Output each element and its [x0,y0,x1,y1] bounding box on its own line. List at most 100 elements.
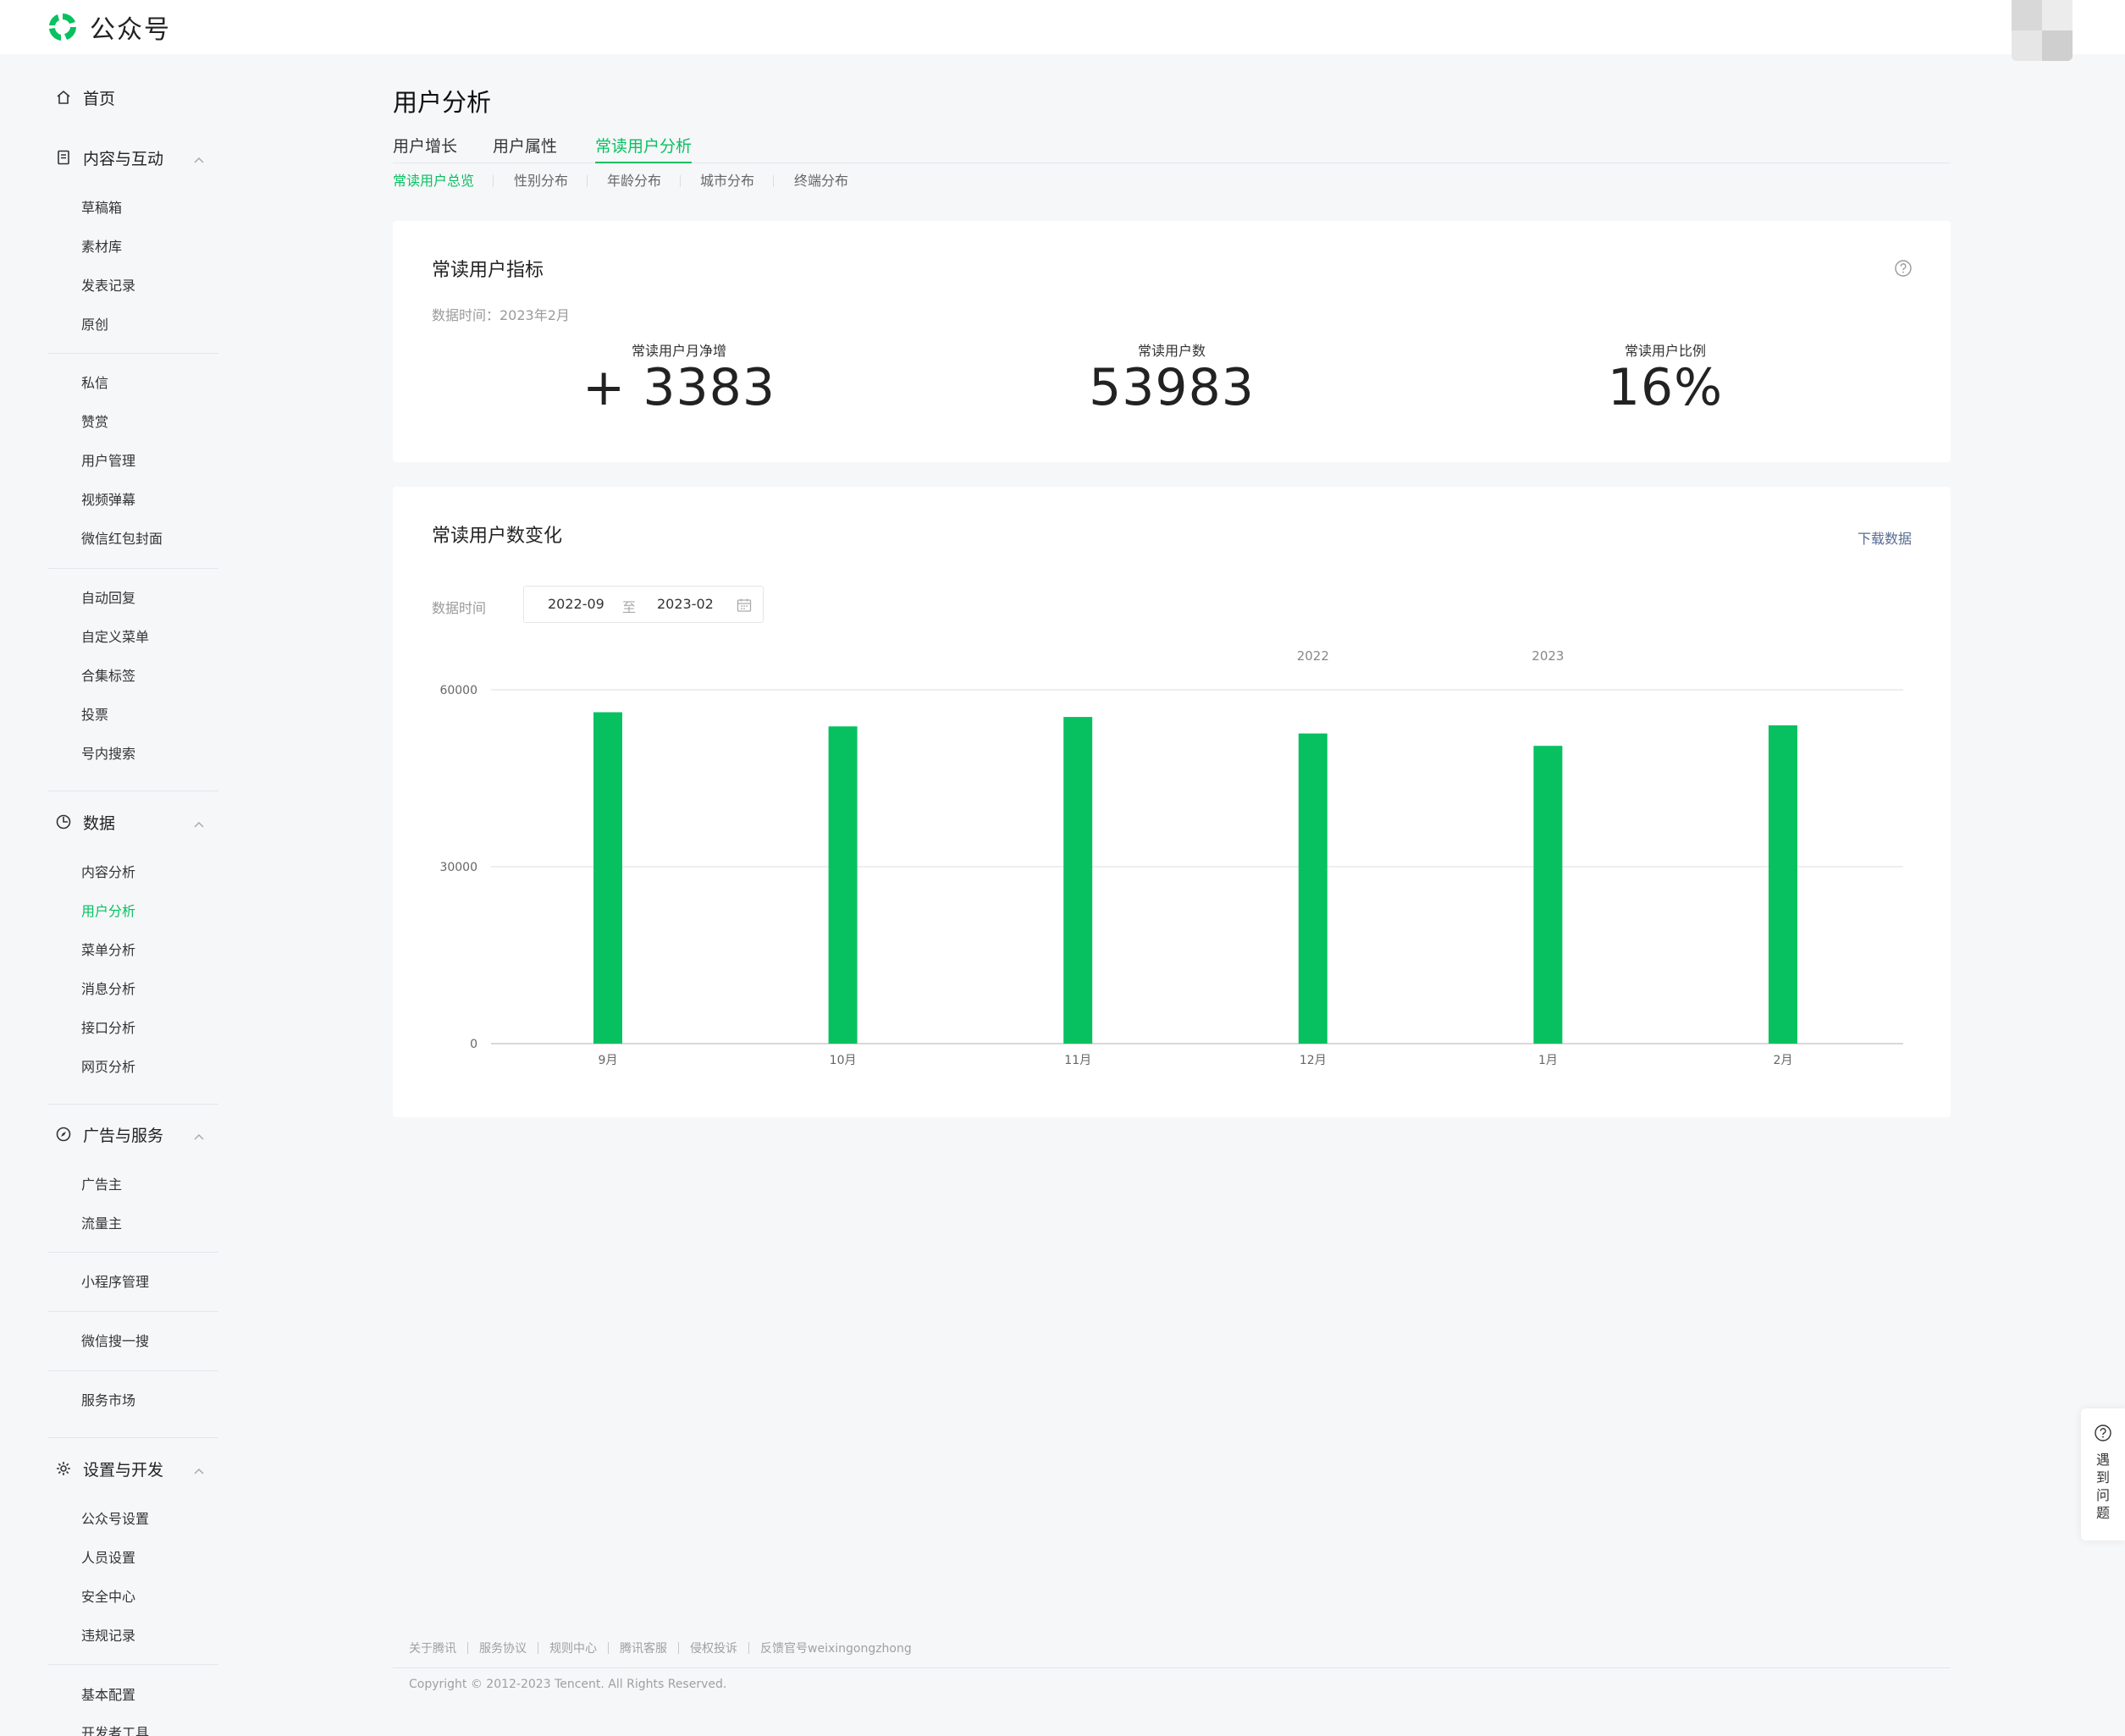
sidebar-item-user-management[interactable]: 用户管理 [81,453,136,469]
sidebar-divider [47,353,218,354]
sidebar-item-service-market[interactable]: 服务市场 [81,1392,136,1408]
sidebar-item-auto-reply[interactable]: 自动回复 [81,590,136,606]
x-tick-label: 10月 [830,1054,857,1067]
sidebar-group-ads[interactable]: 广告与服务 [54,1122,163,1147]
subtab-overview[interactable]: 常读用户总览 [393,173,475,189]
home-icon [54,88,73,107]
bar [1769,725,1797,1044]
tab-user-growth[interactable]: 用户增长 [393,137,458,156]
sidebar-item-developer-tools[interactable]: 开发者工具 [81,1725,150,1736]
footer-link-feedback[interactable]: 反馈官号weixingongzhong [760,1642,912,1656]
question-mark-icon [2095,1425,2111,1441]
sidebar-item-messages[interactable]: 私信 [81,375,109,391]
date-start[interactable]: 2022-09 [548,596,604,612]
sidebar-divider [47,1437,218,1438]
chevron-up-icon[interactable] [193,818,205,829]
sidebar-item-api-analysis[interactable]: 接口分析 [81,1020,136,1036]
sidebar-item-advertiser[interactable]: 广告主 [81,1177,123,1193]
sidebar-group-label: 数据 [83,813,116,833]
sidebar-item-publisher[interactable]: 流量主 [81,1215,123,1232]
x-tick-label: 2月 [1774,1054,1793,1067]
sidebar-group-settings[interactable]: 设置与开发 [54,1456,163,1481]
sidebar-item-in-account-search[interactable]: 号内搜索 [81,746,136,762]
bar [593,712,622,1044]
sidebar-divider [47,1664,218,1665]
sidebar-divider [47,568,218,569]
sidebar-item-collection-tags[interactable]: 合集标签 [81,668,136,684]
avatar[interactable] [2012,0,2073,61]
tab-frequent-readers[interactable]: 常读用户分析 [595,134,693,163]
copyright: Copyright © 2012-2023 Tencent. All Right… [409,1678,727,1691]
sidebar-group-content[interactable]: 内容与互动 [54,145,163,170]
sidebar-group-label: 内容与互动 [83,149,164,168]
metric-label: 常读用户比例 [1624,343,1706,359]
help-float-button[interactable]: 遇到问题 [2081,1408,2125,1540]
sidebar-item-original[interactable]: 原创 [81,317,109,333]
footer-separator [467,1642,468,1654]
chevron-up-icon[interactable] [193,1130,205,1142]
sidebar-item-vote[interactable]: 投票 [81,707,109,723]
metrics-card: 常读用户指标 数据时间：2023年2月 常读用户月净增 + 3383 常读用户数… [393,221,1951,462]
tab-user-attributes[interactable]: 用户属性 [493,137,558,156]
sidebar-item-red-packet-cover[interactable]: 微信红包封面 [81,531,163,547]
sidebar: 首页 内容与互动 草稿箱 素材库 发表记录 原创 私信 赞赏 用户管理 视频弹幕… [0,54,254,1736]
sidebar-item-menu-analysis[interactable]: 菜单分析 [81,942,136,958]
sidebar-item-custom-menu[interactable]: 自定义菜单 [81,629,150,645]
sidebar-item-drafts[interactable]: 草稿箱 [81,200,123,216]
sidebar-home-label: 首页 [83,89,116,108]
download-data-link[interactable]: 下载数据 [1857,531,1912,547]
year-label: 2023 [1532,648,1564,664]
sidebar-item-wechat-search[interactable]: 微信搜一搜 [81,1333,150,1349]
sidebar-item-materials[interactable]: 素材库 [81,239,123,255]
sidebar-group-data[interactable]: 数据 [54,809,115,835]
logo[interactable]: 公众号 [46,10,171,45]
sidebar-item-reward[interactable]: 赞赏 [81,414,109,430]
sidebar-item-message-analysis[interactable]: 消息分析 [81,981,136,997]
chevron-up-icon[interactable] [193,153,205,165]
y-tick-label: 60000 [439,684,477,697]
subtab-device[interactable]: 终端分布 [794,173,849,189]
sidebar-item-basic-config[interactable]: 基本配置 [81,1687,136,1703]
tab-bar: 用户增长 用户属性 常读用户分析 [393,134,1951,163]
subtab-age[interactable]: 年龄分布 [607,173,662,189]
bar [1063,717,1093,1044]
logo-text: 公众号 [90,15,171,45]
footer-link-complaint[interactable]: 侵权投诉 [690,1642,737,1656]
footer-link-terms[interactable]: 服务协议 [479,1642,527,1656]
sidebar-item-publish-records[interactable]: 发表记录 [81,278,136,294]
metrics-card-title: 常读用户指标 [432,260,544,281]
sidebar-item-home[interactable]: 首页 [54,85,115,110]
chevron-up-icon[interactable] [193,1464,205,1476]
sidebar-item-video-danmaku[interactable]: 视频弹幕 [81,492,136,508]
date-range-label: 数据时间 [432,600,487,616]
footer-divider [393,1667,1951,1668]
footer-link-support[interactable]: 腾讯客服 [620,1642,667,1656]
sidebar-item-violation-records[interactable]: 违规记录 [81,1628,136,1644]
footer-separator [678,1642,679,1654]
sidebar-item-webpage-analysis[interactable]: 网页分析 [81,1059,136,1075]
sidebar-item-user-analysis[interactable]: 用户分析 [81,903,136,919]
footer-link-rules[interactable]: 规则中心 [549,1642,597,1656]
calendar-icon[interactable] [736,597,753,614]
subtab-city[interactable]: 城市分布 [700,173,755,189]
subtab-separator [493,175,494,187]
footer-links: 关于腾讯 服务协议 规则中心 腾讯客服 侵权投诉 反馈官号weixingongz… [409,1640,923,1656]
footer-link-about[interactable]: 关于腾讯 [409,1642,456,1656]
sidebar-item-content-analysis[interactable]: 内容分析 [81,864,136,880]
subtab-separator [587,175,588,187]
sidebar-divider [47,1311,218,1312]
sidebar-item-staff-settings[interactable]: 人员设置 [81,1550,136,1566]
sidebar-item-account-settings[interactable]: 公众号设置 [81,1511,150,1527]
sidebar-item-mini-program[interactable]: 小程序管理 [81,1274,150,1290]
date-range-picker[interactable]: 2022-09 至 2023-02 [523,586,764,623]
subtab-gender[interactable]: 性别分布 [514,173,569,189]
gear-icon [54,1459,73,1478]
wechat-official-account-logo-icon [49,13,76,41]
sidebar-item-security-center[interactable]: 安全中心 [81,1589,136,1605]
subtab-separator [773,175,774,187]
question-mark-icon[interactable] [1894,259,1912,278]
sidebar-divider [47,1104,218,1105]
subtab-separator [680,175,681,187]
bar [1533,746,1563,1044]
date-end[interactable]: 2023-02 [657,596,714,612]
